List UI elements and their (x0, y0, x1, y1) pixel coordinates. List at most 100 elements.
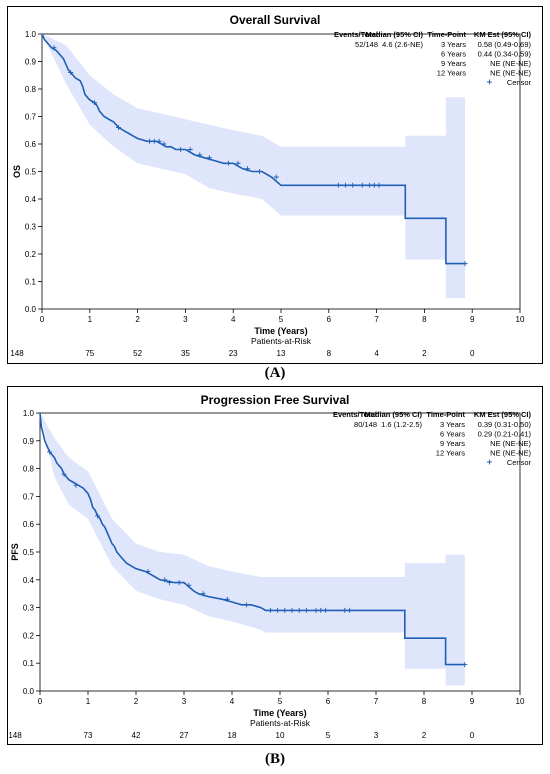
censor-mark (156, 138, 162, 144)
censor-mark (296, 607, 302, 613)
x-tick-label: 8 (422, 697, 427, 706)
x-tick-label: 2 (135, 315, 140, 324)
censor-mark (275, 607, 281, 613)
censor-legend-label: Censor (507, 458, 532, 467)
at-risk-count: 148 (10, 349, 24, 358)
censor-mark (350, 182, 356, 188)
timepoint-label: 6 Years (441, 50, 466, 59)
stats-header: Time-Point (426, 410, 465, 419)
y-tick-label: 0.3 (25, 223, 37, 232)
x-tick-label: 7 (374, 315, 379, 324)
stats-header: Events/Total (333, 410, 377, 419)
censor-mark (51, 45, 57, 51)
censor-mark (206, 155, 212, 161)
y-tick-label: 0.1 (23, 659, 35, 668)
survival-curve (39, 412, 465, 666)
km-estimate: NE (NE-NE) (490, 439, 531, 448)
x-axis-label: Time (Years) (253, 708, 306, 718)
timepoint-label: 6 Years (440, 430, 465, 439)
censor-mark (376, 182, 382, 188)
y-tick-label: 0.4 (23, 576, 35, 585)
y-tick-label: 0.6 (23, 520, 35, 529)
at-risk-count: 52 (133, 349, 142, 358)
at-risk-count: 73 (84, 731, 93, 740)
censor-mark (313, 607, 319, 613)
x-tick-label: 10 (516, 697, 525, 706)
km-estimate: 0.58 (0.49-0.69) (478, 40, 532, 49)
km-estimate: NE (NE-NE) (490, 69, 531, 78)
timepoint-label: 9 Years (440, 439, 465, 448)
censor-mark (462, 662, 468, 668)
at-risk-count: 4 (374, 349, 379, 358)
censor-mark (161, 141, 167, 147)
y-tick-label: 1.0 (23, 409, 35, 418)
at-risk-count: 8 (327, 349, 332, 358)
progression-free-survival-chart: Progression Free Survival 0.0 0.1 0.2 0.3 0.4… (8, 393, 532, 740)
censor-legend-mark (487, 79, 492, 85)
censor-legend-label: Censor (507, 78, 532, 87)
y-tick-label: 0.5 (25, 168, 37, 177)
censor-mark (151, 138, 157, 144)
at-risk-count: 0 (470, 349, 475, 358)
km-estimate: 0.44 (0.34-0.59) (478, 50, 532, 59)
at-risk-count: 148 (8, 731, 22, 740)
censor-mark (176, 580, 182, 586)
at-risk-count: 23 (229, 349, 238, 358)
at-risk-count: 3 (374, 731, 379, 740)
y-tick-label: 0.0 (23, 687, 35, 696)
x-tick-label: 4 (230, 697, 235, 706)
chart-title: Progression Free Survival (201, 393, 350, 407)
y-tick-label: 0.2 (25, 250, 37, 259)
x-tick-label: 4 (231, 315, 236, 324)
overall-survival-panel: Overall Survival 0.0 0.1 0.2 0.3 0.4 0.5 0.6 0.7… (7, 6, 543, 364)
x-tick-label: 10 (516, 315, 525, 324)
censor-mark (347, 607, 353, 613)
censor-mark (289, 607, 295, 613)
x-tick-label: 5 (278, 697, 283, 706)
censor-mark (318, 607, 324, 613)
median-survival: 1.6 (1.2-2.5) (381, 420, 422, 429)
timepoint-label: 12 Years (436, 449, 465, 458)
events-total: 80/148 (354, 420, 377, 429)
caption-a: (A) (264, 365, 286, 381)
censor-mark (178, 147, 184, 152)
x-tick-label: 6 (326, 697, 331, 706)
at-risk-count: 42 (132, 731, 141, 740)
at-risk-count: 5 (326, 731, 331, 740)
y-tick-label: 0.4 (25, 195, 37, 204)
timepoint-label: 9 Years (441, 59, 466, 68)
timepoint-label: 3 Years (441, 40, 466, 49)
censor-mark (343, 182, 349, 188)
stats-header: KM Est (95% CI) (474, 410, 532, 419)
x-tick-label: 1 (88, 315, 93, 324)
y-tick-label: 0.5 (23, 548, 35, 557)
x-tick-label: 6 (327, 315, 332, 324)
stats-header: Median (95% CI) (364, 410, 422, 419)
x-tick-label: 9 (470, 697, 475, 706)
y-tick-label: 0.0 (25, 305, 37, 314)
censor-mark (359, 182, 365, 188)
km-estimate: 0.39 (0.31-0.50) (478, 420, 532, 429)
overall-survival-chart: Overall Survival 0.0 0.1 0.2 0.3 0.4 0.5 0.6 0.7… (10, 13, 532, 358)
stats-header: KM Est (95% CI) (474, 30, 532, 39)
x-tick-label: 3 (182, 697, 187, 706)
at-risk-count: 0 (470, 731, 475, 740)
censor-mark (462, 261, 468, 267)
at-risk-count: 35 (181, 349, 190, 358)
censor-mark (147, 138, 153, 144)
km-estimate: 0.29 (0.21-0.41) (478, 430, 532, 439)
x-tick-label: 3 (183, 315, 188, 324)
y-tick-label: 0.9 (25, 58, 37, 67)
censor-mark (197, 152, 203, 158)
censor-mark (256, 169, 262, 174)
censor-mark (92, 100, 98, 106)
at-risk-count: 13 (277, 349, 286, 358)
censor-mark (342, 607, 348, 613)
km-estimate: NE (NE-NE) (490, 449, 531, 458)
chart-title: Overall Survival (230, 13, 321, 27)
censor-mark (145, 568, 151, 574)
censor-mark (245, 166, 251, 172)
x-tick-label: 9 (470, 315, 475, 324)
censor-mark (167, 580, 173, 586)
censor-mark (267, 607, 273, 613)
